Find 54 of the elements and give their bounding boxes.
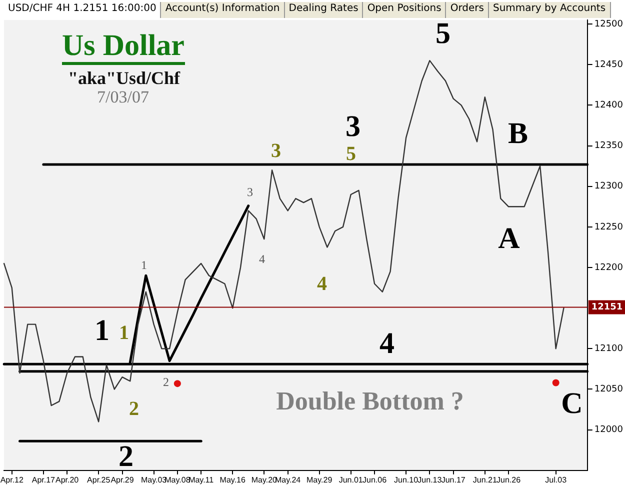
text: Account(s) Information	[161, 2, 285, 18]
y-tick-label: 12400	[594, 100, 624, 111]
annotation: 7/03/07	[97, 87, 150, 106]
text: Orders	[446, 2, 489, 18]
y-tick-label: 12000	[594, 425, 624, 436]
x-tick-label: Jun.26	[496, 475, 522, 484]
x-tick-label: Apr.25	[87, 475, 111, 484]
annotation: 3	[247, 185, 253, 200]
x-tick-label: Jul.03	[545, 475, 568, 484]
x-tick-label: Jun.06	[362, 475, 388, 484]
annotation: C	[561, 386, 583, 420]
x-tick-label: Jun.21	[472, 475, 498, 484]
annotation: 4	[380, 326, 394, 360]
annotation: 2	[163, 375, 169, 390]
annotation: B	[508, 116, 528, 150]
text: Open Positions	[363, 2, 446, 18]
annotation: 1	[119, 322, 129, 344]
x-tick-label: Jun.13	[418, 475, 442, 484]
x-tick-label: Apr.17	[32, 475, 56, 484]
x-tick-label: May.29	[306, 475, 333, 484]
chart-title: Us Dollar	[62, 29, 184, 65]
x-tick-label: May.16	[220, 475, 246, 484]
annotation: 4	[317, 273, 327, 296]
text: Summary by Accounts	[489, 2, 611, 18]
y-tick-label: 12250	[594, 222, 624, 232]
ref-line-label: 12151	[591, 302, 623, 313]
x-tick-label: Jun.10	[394, 475, 419, 484]
annotation: A	[498, 222, 520, 255]
y-tick-label: 12200	[594, 262, 624, 273]
x-tick-label: Apr.12	[0, 475, 24, 484]
x-tick-label: Apr.29	[110, 475, 134, 484]
y-tick-label: 12050	[594, 384, 624, 395]
y-tick-label: 12300	[594, 182, 624, 192]
y-tick-label: 12350	[594, 141, 624, 152]
annotation: 5	[436, 16, 450, 50]
text: USD/CHF 4H 1.2151 16:00:00	[4, 2, 162, 18]
annotation: 3	[271, 140, 281, 162]
annotation: 2	[118, 440, 134, 473]
y-tick-label: 12500	[594, 19, 624, 30]
x-tick-label: May.11	[188, 475, 214, 484]
annotation: 1	[94, 314, 110, 347]
annotation: 1	[141, 258, 147, 272]
annotation: 2	[129, 398, 139, 420]
annotation: 5	[346, 143, 356, 166]
x-tick-label: Jun.01	[338, 475, 364, 484]
x-tick-label: Jun.17	[441, 475, 466, 484]
text: "aka"Usd/Chf	[68, 68, 180, 89]
y-tick-label: 12450	[594, 60, 624, 70]
x-tick-label: Apr.20	[55, 475, 80, 484]
text: Dealing Rates	[284, 2, 364, 18]
annotation: Double Bottom ?	[276, 386, 464, 416]
y-tick-label: 12100	[594, 344, 624, 354]
annotation: 4	[259, 252, 265, 266]
annotation: 3	[346, 110, 360, 143]
